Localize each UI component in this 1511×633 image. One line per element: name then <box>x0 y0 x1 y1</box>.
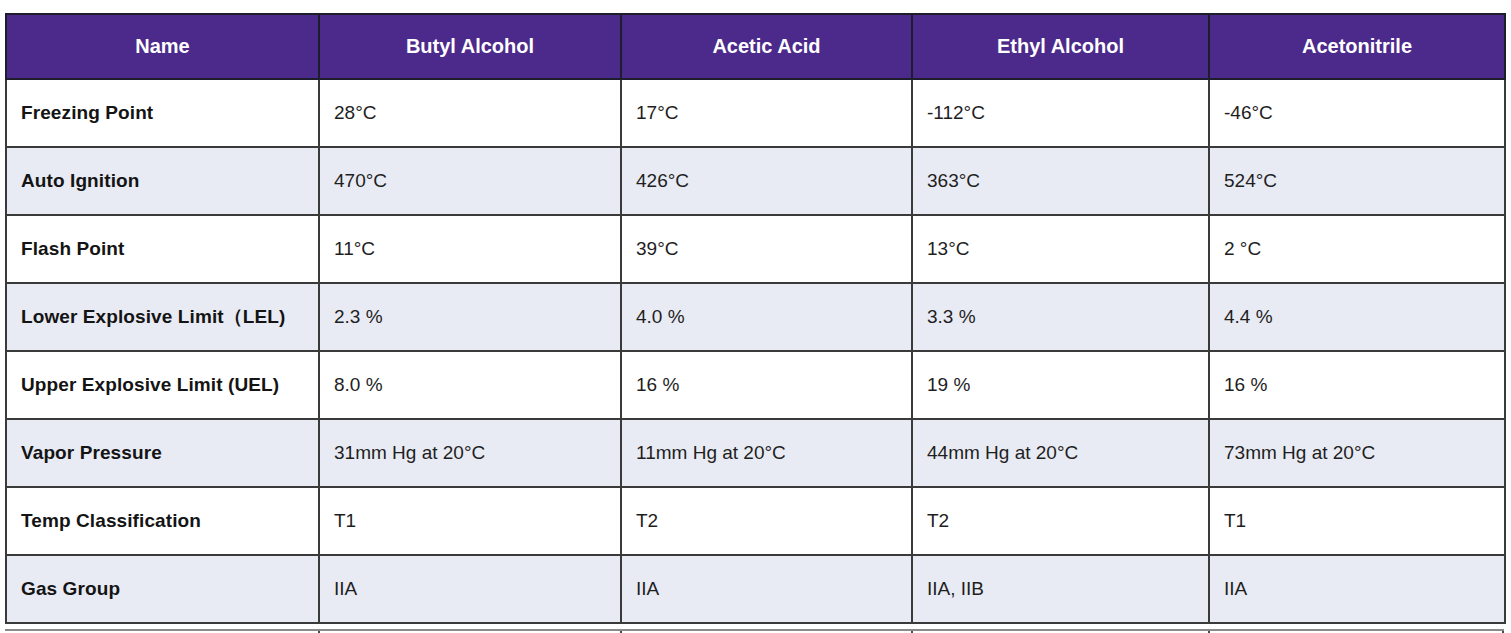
value-cell: 4.4 % <box>1209 283 1505 351</box>
column-header-cell: Acetic Acid <box>621 14 912 79</box>
row-label: Lower Explosive Limit（LEL) <box>6 283 319 351</box>
value-cell: 426°C <box>621 147 912 215</box>
value-cell: 17°C <box>621 79 912 147</box>
value-cell: 11°C <box>319 215 621 283</box>
value-cell: T2 <box>621 487 912 555</box>
value-cell: 4.0 % <box>621 283 912 351</box>
table-row: Gas GroupIIAIIAIIA, IIBIIA <box>6 555 1505 623</box>
table-row: Flash Point11°C39°C13°C2 °C <box>6 215 1505 283</box>
column-header-cell: Acetonitrile <box>1209 14 1505 79</box>
value-cell: 363°C <box>912 147 1209 215</box>
header-row: NameButyl AlcoholAcetic AcidEthyl Alcoho… <box>6 14 1505 79</box>
table-row: Auto Ignition470°C426°C363°C524°C <box>6 147 1505 215</box>
value-cell: 8.0 % <box>319 351 621 419</box>
table-row: Vapor Pressure31mm Hg at 20°C11mm Hg at … <box>6 419 1505 487</box>
table-row: Lower Explosive Limit（LEL)2.3 %4.0 %3.3 … <box>6 283 1505 351</box>
row-label: Upper Explosive Limit (UEL) <box>6 351 319 419</box>
solvent-properties-table: NameButyl AlcoholAcetic AcidEthyl Alcoho… <box>5 13 1506 624</box>
value-cell: 39°C <box>621 215 912 283</box>
row-label: Gas Group <box>6 555 319 623</box>
value-cell: 19 % <box>912 351 1209 419</box>
value-cell: 11mm Hg at 20°C <box>621 419 912 487</box>
value-cell: 31mm Hg at 20°C <box>319 419 621 487</box>
page: NameButyl AlcoholAcetic AcidEthyl Alcoho… <box>0 0 1511 633</box>
row-label: Flash Point <box>6 215 319 283</box>
value-cell: T2 <box>912 487 1209 555</box>
column-header-name: Name <box>6 14 319 79</box>
value-cell: 16 % <box>1209 351 1505 419</box>
value-cell: IIA <box>621 555 912 623</box>
value-cell: IIA <box>319 555 621 623</box>
value-cell: IIA, IIB <box>912 555 1209 623</box>
value-cell: T1 <box>1209 487 1505 555</box>
value-cell: 3.3 % <box>912 283 1209 351</box>
value-cell: 28°C <box>319 79 621 147</box>
value-cell: IIA <box>1209 555 1505 623</box>
value-cell: 470°C <box>319 147 621 215</box>
column-header-cell: Butyl Alcohol <box>319 14 621 79</box>
row-label: Freezing Point <box>6 79 319 147</box>
table-row: Upper Explosive Limit (UEL)8.0 %16 %19 %… <box>6 351 1505 419</box>
table-row: Freezing Point28°C17°C-112°C-46°C <box>6 79 1505 147</box>
table-body: Freezing Point28°C17°C-112°C-46°CAuto Ig… <box>6 79 1505 623</box>
table-row: Temp ClassificationT1T2T2T1 <box>6 487 1505 555</box>
value-cell: 44mm Hg at 20°C <box>912 419 1209 487</box>
row-label: Auto Ignition <box>6 147 319 215</box>
value-cell: 73mm Hg at 20°C <box>1209 419 1505 487</box>
column-header-cell: Ethyl Alcohol <box>912 14 1209 79</box>
value-cell: -46°C <box>1209 79 1505 147</box>
value-cell: -112°C <box>912 79 1209 147</box>
row-label: Temp Classification <box>6 487 319 555</box>
value-cell: 524°C <box>1209 147 1505 215</box>
row-label: Vapor Pressure <box>6 419 319 487</box>
value-cell: 2.3 % <box>319 283 621 351</box>
value-cell: 13°C <box>912 215 1209 283</box>
value-cell: 16 % <box>621 351 912 419</box>
cropped-next-row <box>5 629 1504 633</box>
value-cell: 2 °C <box>1209 215 1505 283</box>
value-cell: T1 <box>319 487 621 555</box>
